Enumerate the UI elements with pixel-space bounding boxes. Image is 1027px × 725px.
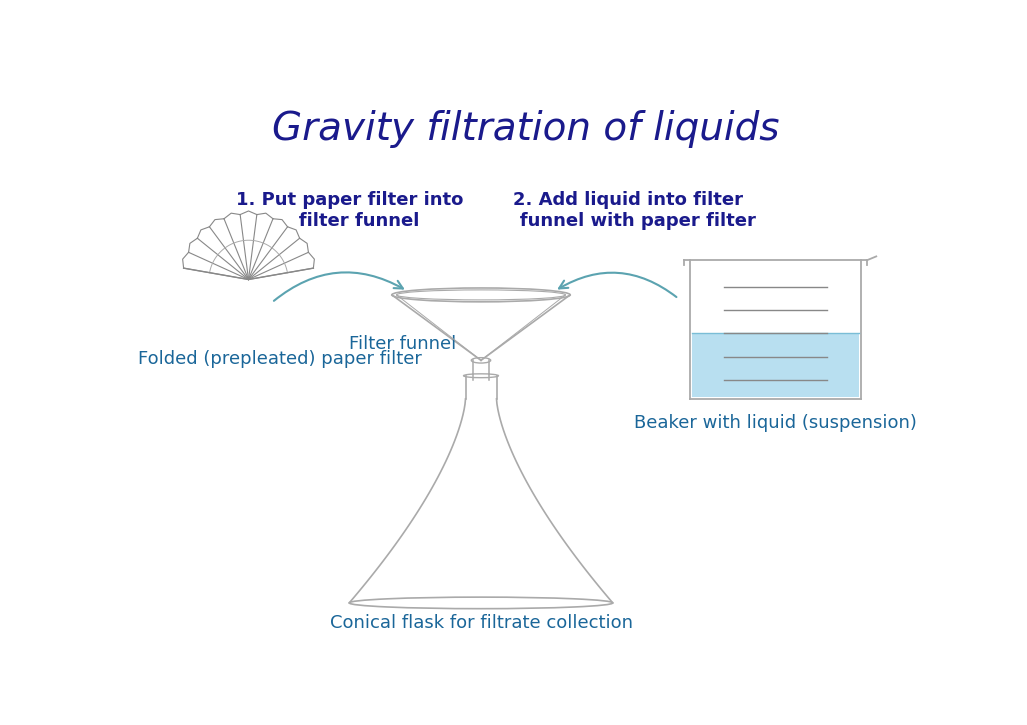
FancyArrowPatch shape [559, 273, 677, 297]
FancyArrowPatch shape [274, 273, 403, 301]
Text: Beaker with liquid (suspension): Beaker with liquid (suspension) [634, 414, 917, 432]
Text: 1. Put paper filter into
   filter funnel: 1. Put paper filter into filter funnel [235, 191, 463, 230]
Bar [692, 334, 860, 397]
Text: Filter funnel: Filter funnel [349, 335, 456, 353]
Text: Gravity filtration of liquids: Gravity filtration of liquids [272, 110, 779, 148]
Text: Conical flask for filtrate collection: Conical flask for filtrate collection [330, 614, 633, 632]
Text: 2. Add liquid into filter
   funnel with paper filter: 2. Add liquid into filter funnel with pa… [501, 191, 756, 230]
Text: Folded (prepleated) paper filter: Folded (prepleated) paper filter [138, 350, 421, 368]
